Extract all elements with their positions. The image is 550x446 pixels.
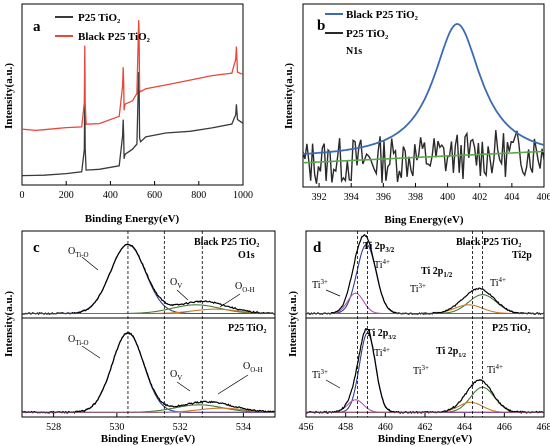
panel-a-letter: a	[33, 19, 41, 35]
panel-c-pointer-ov-top	[176, 289, 189, 301]
panel-a-legend-black: Black P25 TiO₂	[78, 31, 151, 43]
panel-a-series-black-p25	[21, 20, 244, 132]
panel-c-xtick-label: 532	[173, 422, 188, 433]
panel-d-xtick-label: 456	[299, 422, 314, 433]
panel-d-xtick-label: 460	[378, 422, 393, 433]
panel-c-ylabel: Intensity(a.u.)	[3, 291, 15, 357]
panel-a-xtick-label: 400	[103, 190, 118, 201]
panel-b-series-p25	[302, 130, 545, 184]
panel-b-xtick-label: 398	[408, 192, 423, 203]
panel-c-sample-top: Black P25 TiO₂	[194, 237, 259, 248]
panel-a-xtick-label: 200	[59, 190, 74, 201]
panel-b-series-baseline	[302, 150, 545, 164]
panel-d-pointer-ti3-top	[325, 289, 341, 297]
panel-b-xtick-label: 392	[312, 192, 327, 203]
panel-c-title: O1s	[238, 250, 255, 261]
panel-c-sample-bottom: P25 TiO₂	[228, 323, 266, 334]
panel-b-xtick-label: 400	[440, 192, 455, 203]
panel-b-xtick-label: 404	[504, 192, 519, 203]
panel-c-pointer-oti-bottom	[81, 345, 101, 359]
panel-d-sample-top: Black P25 TiO₂	[456, 237, 521, 248]
panel-d-xtick-label: 462	[418, 422, 433, 433]
panel-c-xtick-label: 534	[236, 422, 251, 433]
panel-a: 0 200 400 600 800 1000 a P25 TiO₂ Black P25 T…	[3, 3, 253, 225]
panel-b-xlabel: Bing Energy(eV)	[384, 214, 463, 226]
panel-b-xtick-label: 402	[472, 192, 487, 203]
panel-d-sub1-envelope	[306, 328, 545, 415]
panel-b-xtick-label: 394	[344, 192, 359, 203]
panel-d-title: Ti2p	[512, 250, 532, 261]
panel-c: 528 530 532 534 c Black P25 TiO₂ O1s P25 Ti…	[3, 230, 276, 445]
panel-b-frame	[302, 3, 545, 188]
panel-d-sub0-envelope	[305, 234, 545, 316]
panel-a-legend-p25: P25 TiO₂	[78, 12, 121, 24]
panel-b-legend-p25: P25 TiO₂	[346, 28, 389, 40]
panel-c-pointer-ov-bottom	[176, 381, 191, 392]
panel-c-xtick-label: 530	[109, 422, 124, 433]
panel-d-xtick-label: 464	[457, 422, 472, 433]
panel-b-series-black-p25	[302, 22, 545, 155]
panel-d-xtick-label: 458	[338, 422, 353, 433]
panel-d-ylabel: Intensity(a.u.)	[287, 291, 299, 357]
panel-a-xtick-label: 1000	[233, 190, 253, 201]
panel-a-frame	[21, 3, 244, 186]
panel-a-xtick-label: 0	[20, 190, 25, 201]
panel-c-xtick-label: 528	[46, 422, 61, 433]
panel-b-xtick-label: 396	[376, 192, 391, 203]
panel-a-xtick-label: 600	[147, 190, 162, 201]
panel-a-series-p25	[21, 71, 244, 177]
panel-a-xlabel: Binding Energy(eV)	[85, 213, 180, 225]
panel-c-letter: c	[33, 240, 40, 256]
panel-c-frame	[21, 230, 276, 418]
panel-b: 392 394 396 398 400 402 404 406 b Black P25 TiO…	[283, 3, 550, 226]
panel-c-pointer-ooh-top	[219, 293, 241, 308]
panel-d-sample-bottom: P25 TiO₂	[492, 323, 530, 334]
panel-d-xlabel: Binding Energy(eV)	[378, 433, 473, 445]
panel-b-xtick-label: 406	[537, 192, 550, 203]
panel-c-pointer-ooh-bottom	[217, 374, 249, 395]
panel-a-ylabel: Intensity(a.u.)	[3, 63, 15, 129]
panel-b-ylabel: Intensity(a.u.)	[283, 63, 295, 129]
panel-c-pointer-oti-top	[81, 256, 99, 271]
panel-d-letter: d	[313, 240, 322, 256]
panel-d-pointer-ti3-bottom	[325, 379, 341, 389]
panel-a-xtick-label: 800	[191, 190, 206, 201]
panel-b-title: N1s	[346, 46, 362, 57]
panel-b-letter: b	[317, 18, 325, 34]
panel-d-xtick-label: 468	[537, 422, 550, 433]
panel-b-legend-black: Black P25 TiO₂	[346, 9, 419, 21]
panel-c-xlabel: Binding Energy(eV)	[101, 433, 196, 445]
panel-d-xtick-label: 466	[497, 422, 512, 433]
